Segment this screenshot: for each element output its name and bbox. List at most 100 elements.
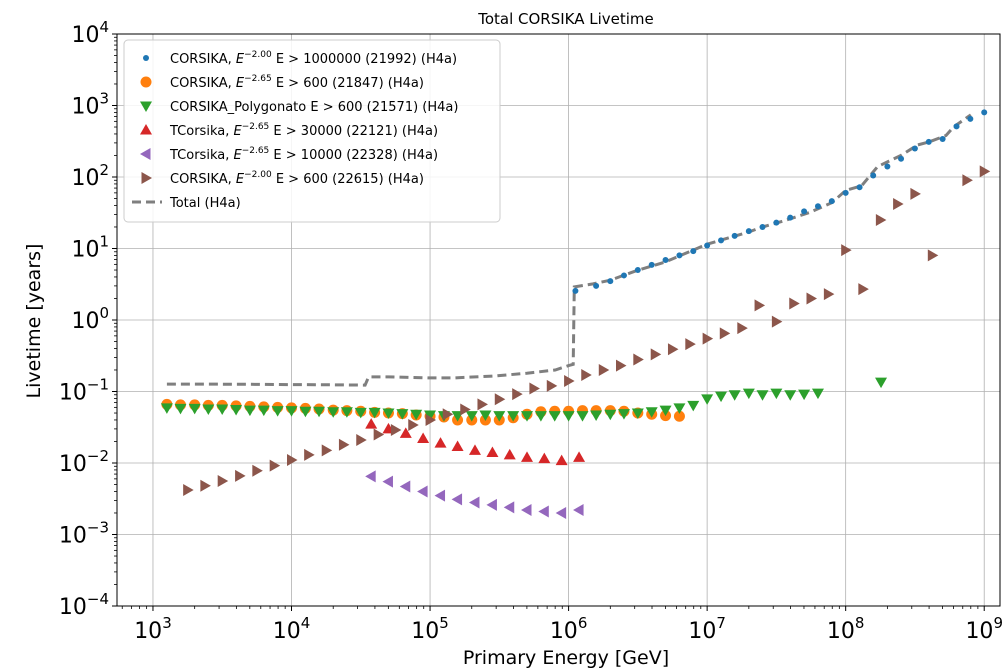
- point-s22615: [408, 418, 419, 431]
- point-s21571: [465, 411, 478, 422]
- series-s22121: [365, 418, 586, 466]
- point-s22615: [252, 464, 263, 477]
- y-tick-label: 10−2: [59, 447, 109, 477]
- y-tick-exp: 0: [99, 304, 109, 322]
- x-tick-exp: 3: [162, 614, 172, 632]
- y-tick-base: 10: [71, 23, 99, 48]
- point-s21992: [898, 155, 905, 162]
- legend-label-sup: −2.65: [242, 146, 270, 156]
- point-s22328: [573, 504, 584, 517]
- legend-label-sup: −2.65: [244, 74, 272, 84]
- y-tick-exp: 2: [99, 161, 109, 179]
- x-tick-base: 10: [965, 619, 993, 644]
- point-s22615: [304, 448, 315, 461]
- y-tick-base: 10: [71, 309, 99, 334]
- point-s21992: [662, 257, 669, 264]
- x-tick-base: 10: [550, 619, 578, 644]
- legend-label-e: E: [236, 172, 245, 187]
- point-s21992: [704, 242, 711, 249]
- y-tick-base: 10: [59, 524, 87, 549]
- legend-marker-s21992: [143, 55, 149, 61]
- point-s21992: [925, 138, 932, 145]
- point-s21571: [493, 411, 506, 422]
- legend-label-post: E > 30000 (22121) (H4a): [269, 124, 438, 139]
- point-s22328: [486, 498, 497, 511]
- point-s22615: [754, 299, 766, 312]
- point-s21571: [811, 388, 824, 400]
- point-s21571: [243, 405, 256, 417]
- y-tick-exp: −4: [87, 590, 109, 608]
- point-s22121: [555, 454, 568, 466]
- point-s22615: [737, 322, 748, 335]
- x-tick-exp: 5: [439, 614, 449, 632]
- x-tick-label: 107: [688, 614, 726, 644]
- legend-label-sup: −2.00: [244, 170, 272, 180]
- legend-label-s21992: CORSIKA, E−2.00 E > 1000000 (21992) (H4a…: [170, 50, 457, 67]
- point-s21571: [174, 403, 187, 415]
- point-s22615: [356, 433, 367, 446]
- point-s21992: [856, 184, 863, 191]
- point-s22615: [217, 475, 229, 488]
- grid-lines: [117, 33, 1000, 607]
- legend-label-total: Total (H4a): [169, 196, 241, 211]
- point-s22328: [434, 489, 446, 502]
- point-s22615: [287, 454, 298, 467]
- point-s21571: [604, 409, 617, 421]
- point-s21992: [884, 163, 891, 170]
- y-tick-exp: −1: [87, 376, 109, 394]
- point-s22121: [573, 451, 586, 462]
- point-s22615: [200, 479, 211, 492]
- point-s22615: [685, 338, 696, 351]
- y-tick-label: 100: [71, 304, 109, 334]
- point-s22615: [789, 297, 800, 310]
- point-s21571: [257, 405, 270, 417]
- x-tick-label: 109: [965, 614, 1002, 644]
- legend-marker-s22121: [140, 124, 152, 135]
- point-s21571: [631, 408, 644, 420]
- y-axis-label: Livetime [years]: [23, 244, 45, 399]
- point-s22615: [858, 283, 869, 296]
- point-s21992: [676, 252, 683, 259]
- point-s21571: [659, 405, 672, 417]
- point-s21571: [216, 404, 229, 415]
- point-s22121: [365, 418, 378, 429]
- legend-label-s21847: CORSIKA, E−2.65 E > 600 (21847) (H4a): [170, 74, 424, 91]
- point-s21571: [354, 407, 367, 419]
- point-s22615: [823, 288, 835, 301]
- x-tick-base: 10: [688, 619, 716, 644]
- y-tick-base: 10: [59, 381, 87, 406]
- legend-label-post: E > 600 (21571) (H4a): [310, 100, 458, 115]
- point-s21571: [340, 407, 353, 418]
- point-s21992: [814, 203, 821, 210]
- point-s21992: [607, 278, 614, 285]
- point-s22121: [468, 444, 481, 455]
- y-tick-base: 10: [71, 238, 99, 263]
- point-s21571: [784, 390, 797, 401]
- point-s22615: [183, 483, 194, 496]
- point-s21992: [620, 272, 627, 279]
- point-s21571: [562, 411, 575, 422]
- y-tick-label: 101: [71, 233, 109, 263]
- y-tick-base: 10: [59, 452, 87, 477]
- legend-label-e: E: [233, 124, 242, 139]
- y-tick-base: 10: [59, 595, 87, 620]
- point-s22615: [650, 348, 662, 361]
- point-s22121: [399, 427, 412, 438]
- point-s22615: [425, 413, 437, 426]
- point-s21571: [576, 411, 589, 422]
- point-s21571: [756, 390, 769, 401]
- point-s22615: [477, 398, 488, 411]
- point-s21571: [701, 394, 714, 405]
- point-s21992: [939, 135, 946, 142]
- point-s21571: [285, 406, 298, 417]
- legend-marker-s21847: [140, 76, 152, 88]
- point-s21992: [593, 282, 600, 289]
- legend-label-post: E > 600 (21847) (H4a): [272, 76, 424, 91]
- point-s21992: [718, 237, 725, 244]
- point-s22615: [927, 249, 939, 262]
- x-tick-label: 104: [273, 614, 311, 644]
- y-tick-base: 10: [71, 95, 99, 120]
- point-s21571: [875, 377, 888, 389]
- point-s21847: [673, 410, 685, 422]
